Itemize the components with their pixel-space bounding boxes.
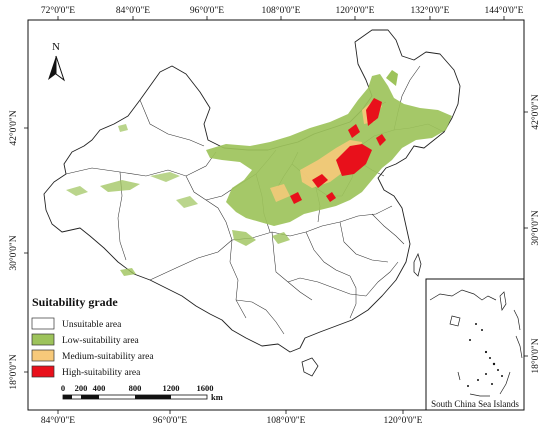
right-tick-label: 30°0'0"N bbox=[530, 210, 541, 245]
inset-label: South China Sea Islands bbox=[431, 399, 519, 409]
legend-label-high: High-suitability area bbox=[62, 368, 141, 378]
left-tick-label: 42°0'0"N bbox=[8, 110, 19, 145]
scale-label: 200 bbox=[75, 383, 88, 393]
bottom-tick-label: 120°0'0"E bbox=[384, 415, 423, 426]
low-suitability-zones bbox=[66, 70, 452, 276]
inset-frame bbox=[425, 278, 525, 411]
high-suitability-zones bbox=[290, 98, 386, 204]
bottom-tick-label: 96°0'0"E bbox=[153, 415, 187, 426]
north-label: N bbox=[52, 41, 60, 53]
top-tick-label: 72°0'0"E bbox=[41, 5, 75, 16]
top-tick-label: 108°0'0"E bbox=[262, 5, 301, 16]
scale-unit: km bbox=[211, 392, 223, 402]
right-tick-label: 18°0'0"N bbox=[530, 338, 541, 373]
north-arrow-icon bbox=[48, 55, 65, 82]
right-tick-label: 42°0'0"N bbox=[530, 94, 541, 129]
top-tick-label: 84°0'0"E bbox=[116, 5, 150, 16]
top-tick-label: 120°0'0"E bbox=[336, 5, 375, 16]
legend-label-low: Low-suitability area bbox=[62, 336, 140, 346]
legend-swatch-high bbox=[31, 365, 55, 378]
scale-label: 800 bbox=[129, 383, 142, 393]
legend-label-unsuitable: Unsuitable area bbox=[62, 320, 122, 330]
top-tick-label: 144°0'0"E bbox=[485, 5, 524, 16]
frame-ticks bbox=[24, 16, 528, 414]
taiwan-outline bbox=[413, 252, 422, 277]
legend-label-medium: Medium-suitability area bbox=[62, 352, 154, 362]
scale-bar bbox=[62, 394, 208, 400]
legend-swatch-medium bbox=[31, 349, 55, 362]
left-tick-label: 18°0'0"N bbox=[8, 354, 19, 389]
scale-label: 0 bbox=[61, 383, 65, 393]
scale-label: 1600 bbox=[197, 383, 214, 393]
bottom-tick-label: 84°0'0"E bbox=[41, 415, 75, 426]
bottom-tick-label: 108°0'0"E bbox=[267, 415, 306, 426]
top-tick-label: 96°0'0"E bbox=[190, 5, 224, 16]
left-tick-label: 30°0'0"N bbox=[8, 235, 19, 270]
inset-islands bbox=[467, 323, 503, 387]
scale-label: 1200 bbox=[163, 383, 180, 393]
legend-title: Suitability grade bbox=[32, 295, 118, 309]
hainan-outline bbox=[301, 357, 319, 377]
scale-label: 400 bbox=[93, 383, 106, 393]
legend-swatch-low bbox=[31, 333, 55, 346]
top-tick-label: 132°0'0"E bbox=[411, 5, 450, 16]
inset-coastline bbox=[429, 289, 523, 397]
legend-swatch-unsuitable bbox=[31, 317, 55, 330]
